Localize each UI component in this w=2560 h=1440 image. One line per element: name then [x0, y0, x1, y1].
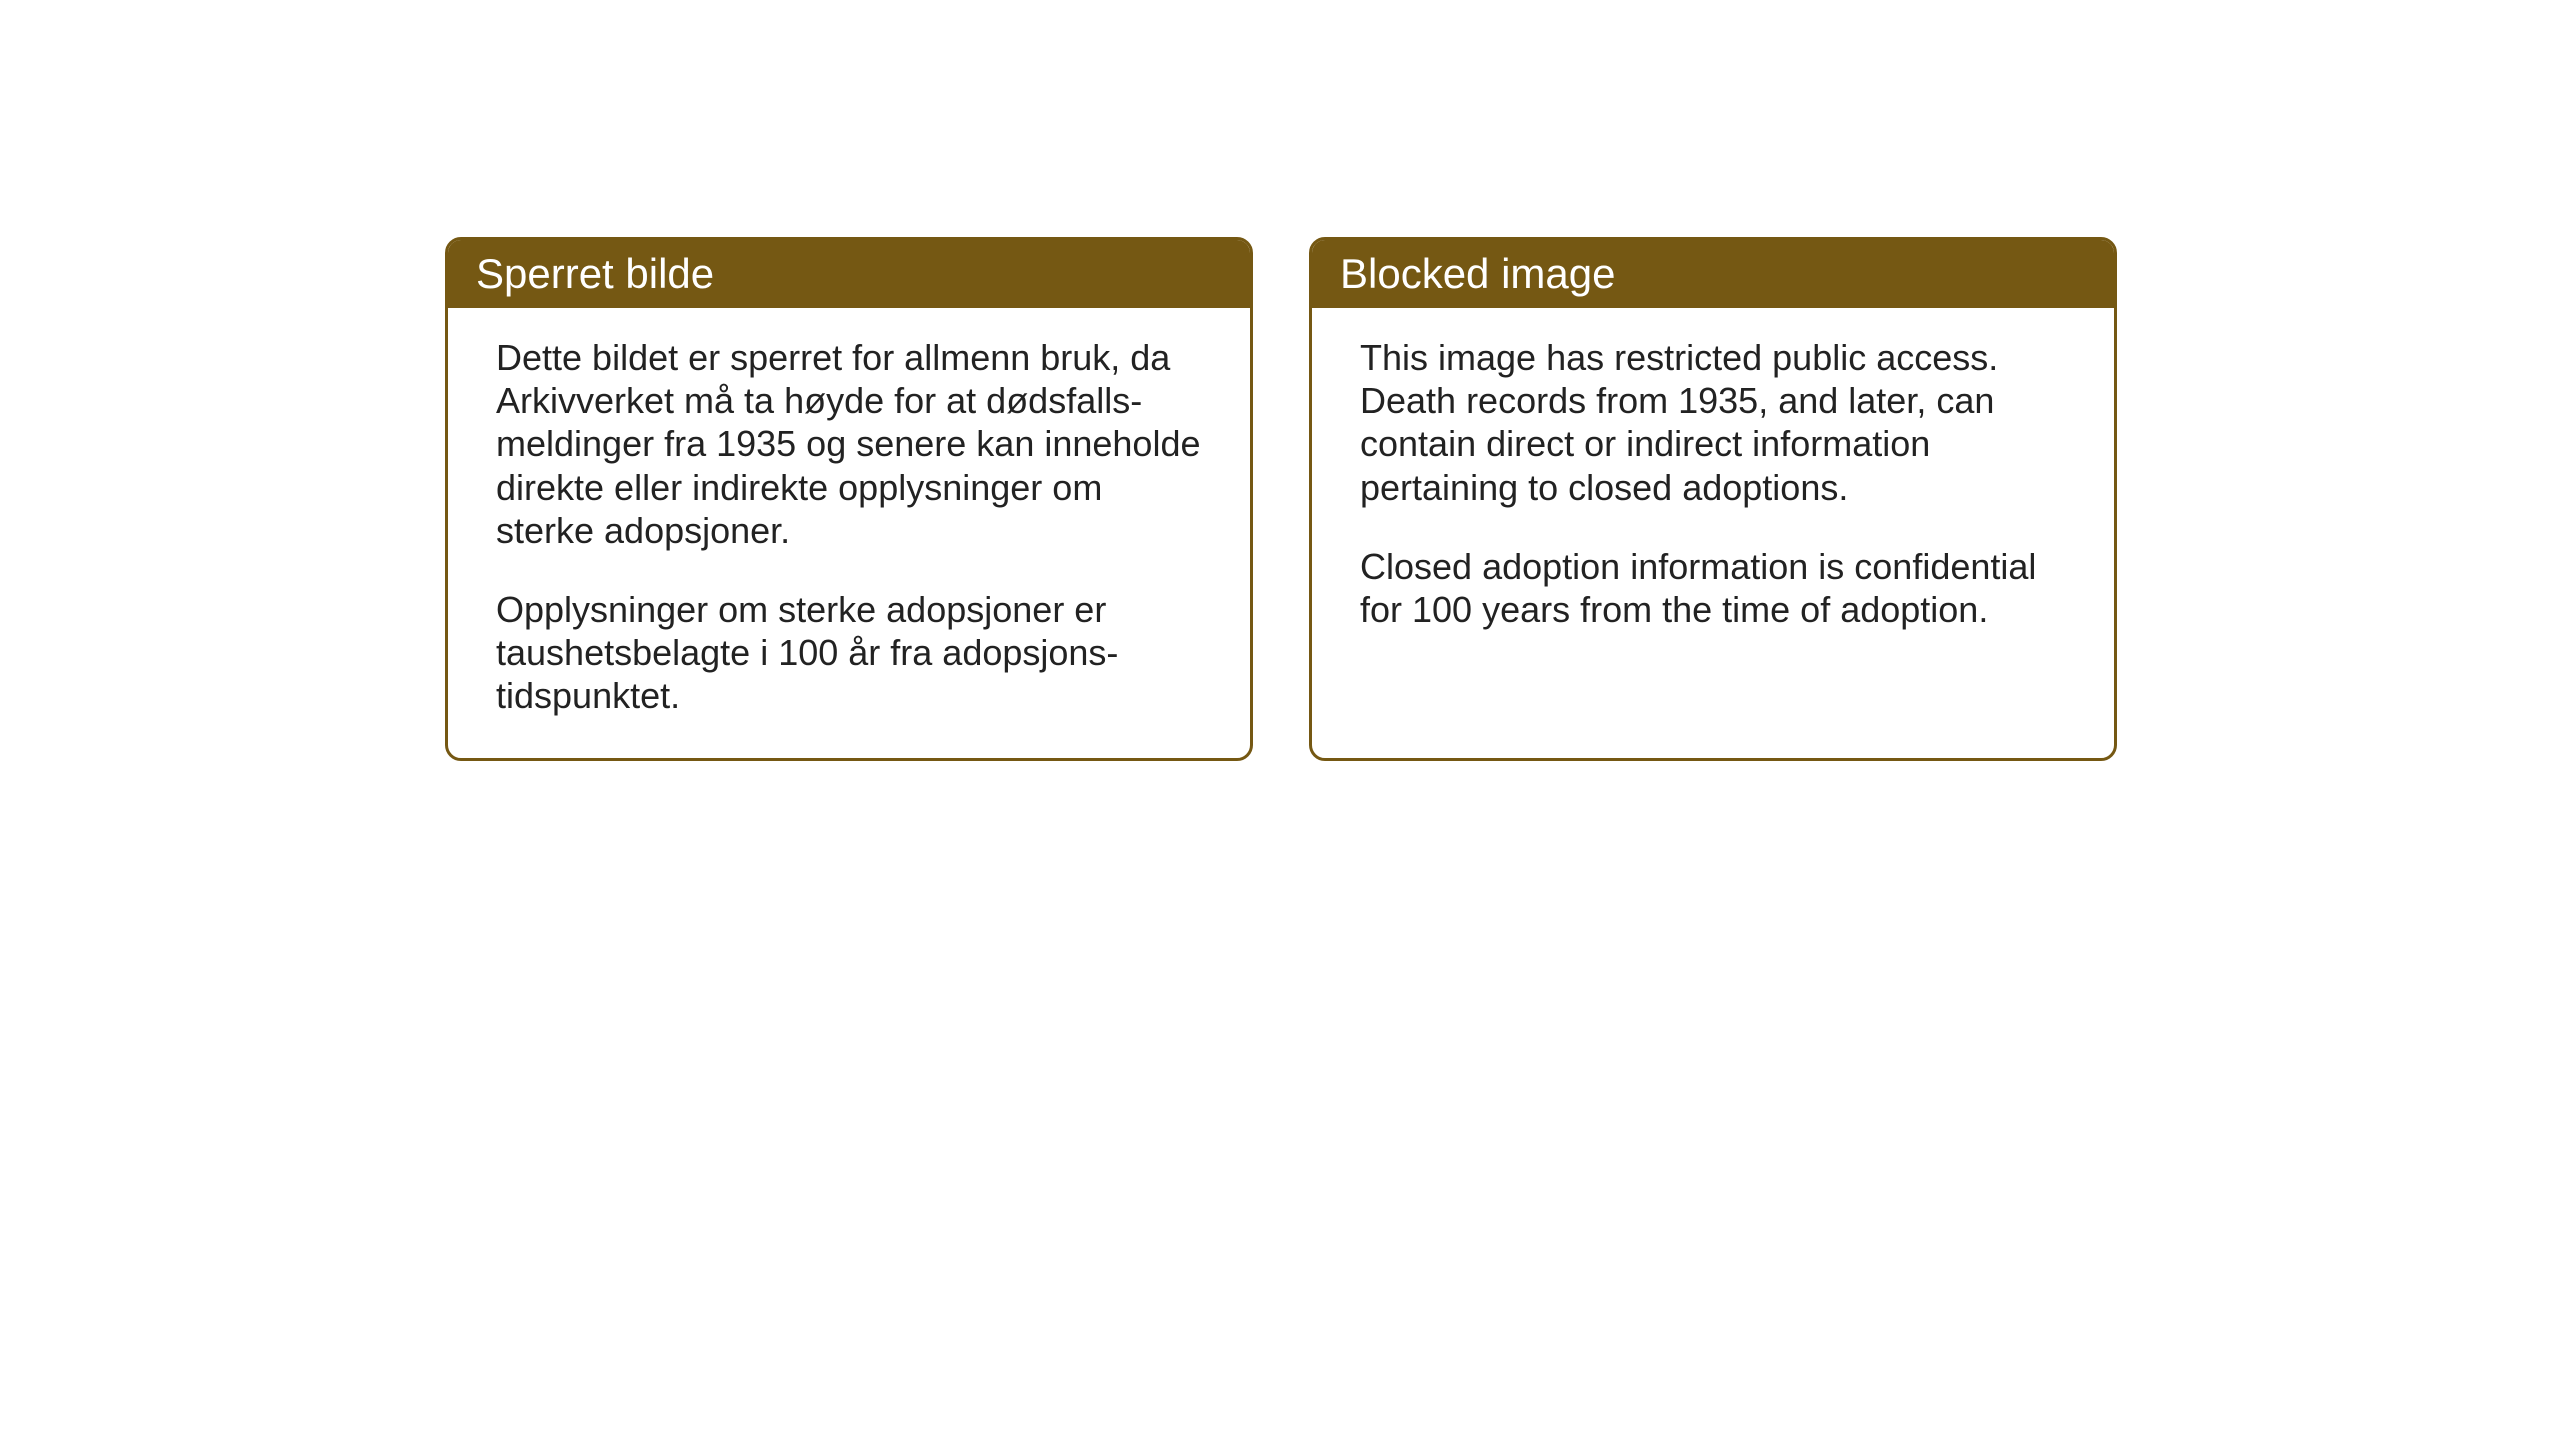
norwegian-notice-card: Sperret bilde Dette bildet er sperret fo… — [445, 237, 1253, 761]
norwegian-paragraph-2: Opplysninger om sterke adopsjoner er tau… — [496, 588, 1202, 718]
english-notice-card: Blocked image This image has restricted … — [1309, 237, 2117, 761]
norwegian-paragraph-1: Dette bildet er sperret for allmenn bruk… — [496, 336, 1202, 552]
english-paragraph-2: Closed adoption information is confident… — [1360, 545, 2066, 631]
english-card-title: Blocked image — [1340, 250, 1615, 297]
norwegian-card-header: Sperret bilde — [448, 240, 1250, 308]
notice-cards-container: Sperret bilde Dette bildet er sperret fo… — [445, 237, 2117, 761]
norwegian-card-body: Dette bildet er sperret for allmenn bruk… — [448, 308, 1250, 758]
english-card-header: Blocked image — [1312, 240, 2114, 308]
english-paragraph-1: This image has restricted public access.… — [1360, 336, 2066, 509]
english-card-body: This image has restricted public access.… — [1312, 308, 2114, 748]
norwegian-card-title: Sperret bilde — [476, 250, 714, 297]
